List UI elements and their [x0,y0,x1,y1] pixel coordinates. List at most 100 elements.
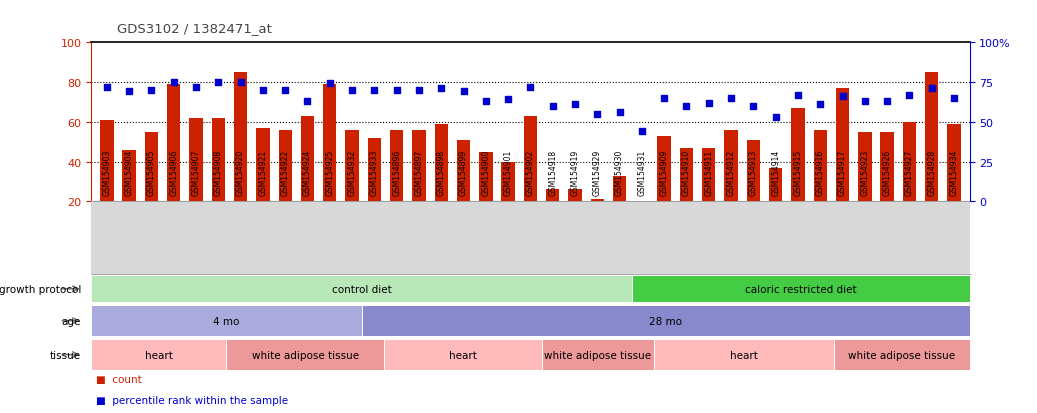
Point [655,95,672,102]
Point [946,95,962,102]
Bar [524,116,537,202]
Point [789,92,806,99]
Bar [435,124,448,202]
Text: 4 mo: 4 mo [214,316,240,326]
Bar [384,339,541,370]
Bar [632,276,970,302]
Point [277,88,293,94]
Bar [948,124,960,202]
Point [121,89,138,95]
Bar [546,190,559,202]
Text: 28 mo: 28 mo [649,316,682,326]
Bar [345,131,359,202]
Bar [91,306,362,336]
Point [366,88,383,94]
Bar [279,131,291,202]
Bar [859,133,871,202]
Bar [368,138,381,202]
Text: heart: heart [145,350,173,360]
Text: tissue: tissue [50,350,81,360]
Text: control diet: control diet [332,284,391,294]
Bar [122,150,136,202]
Point [99,84,115,91]
Bar [479,152,493,202]
Bar [591,200,604,202]
Bar [541,339,654,370]
Text: GDS3102 / 1382471_at: GDS3102 / 1382471_at [117,21,272,35]
Bar [167,85,180,202]
Point [923,86,940,93]
Bar [101,121,113,202]
Bar [413,131,425,202]
Point [411,88,427,94]
Point [166,79,183,86]
Text: white adipose tissue: white adipose tissue [544,350,651,360]
Bar [145,133,158,202]
Bar [226,339,384,370]
Bar [190,119,202,202]
Point [300,98,316,105]
Bar [680,148,693,202]
Point [857,98,873,105]
Bar [324,85,336,202]
Text: age: age [61,316,81,326]
Text: heart: heart [730,350,758,360]
Point [566,102,583,108]
Bar [836,89,849,202]
Point [344,88,361,94]
Point [745,103,761,110]
Text: growth protocol: growth protocol [0,284,81,294]
Text: ■  count: ■ count [96,374,142,384]
Bar [903,122,916,202]
Bar [91,276,632,302]
Point [589,111,606,118]
Text: caloric restricted diet: caloric restricted diet [745,284,857,294]
Bar [654,339,835,370]
Point [255,88,272,94]
Point [723,95,739,102]
Bar [568,190,582,202]
Text: white adipose tissue: white adipose tissue [848,350,955,360]
Point [211,79,227,86]
Bar [880,133,894,202]
Bar [502,162,514,202]
Point [389,88,405,94]
Bar [814,131,826,202]
Point [767,114,784,121]
Text: heart: heart [449,350,477,360]
Bar [769,168,782,202]
Bar [234,73,247,202]
Point [143,88,160,94]
Point [611,109,627,116]
Bar [657,136,671,202]
Bar [256,128,270,202]
Point [834,94,850,100]
Point [188,84,204,91]
Bar [91,339,226,370]
Bar [835,339,970,370]
Bar [747,140,760,202]
Point [544,103,561,110]
Point [522,84,539,91]
Point [433,86,450,93]
Point [634,129,650,135]
Bar [791,109,805,202]
Point [878,98,895,105]
Text: white adipose tissue: white adipose tissue [252,350,359,360]
Point [678,103,695,110]
Point [500,97,516,104]
Bar [725,131,737,202]
Point [455,89,472,95]
Point [901,92,918,99]
Point [700,100,717,107]
Bar [390,131,403,202]
Point [232,79,249,86]
Bar [613,176,626,202]
Point [478,98,495,105]
Point [321,81,338,88]
Bar [362,306,970,336]
Bar [301,116,314,202]
Point [812,102,829,108]
Bar [702,148,716,202]
Text: ■  percentile rank within the sample: ■ percentile rank within the sample [96,395,288,405]
